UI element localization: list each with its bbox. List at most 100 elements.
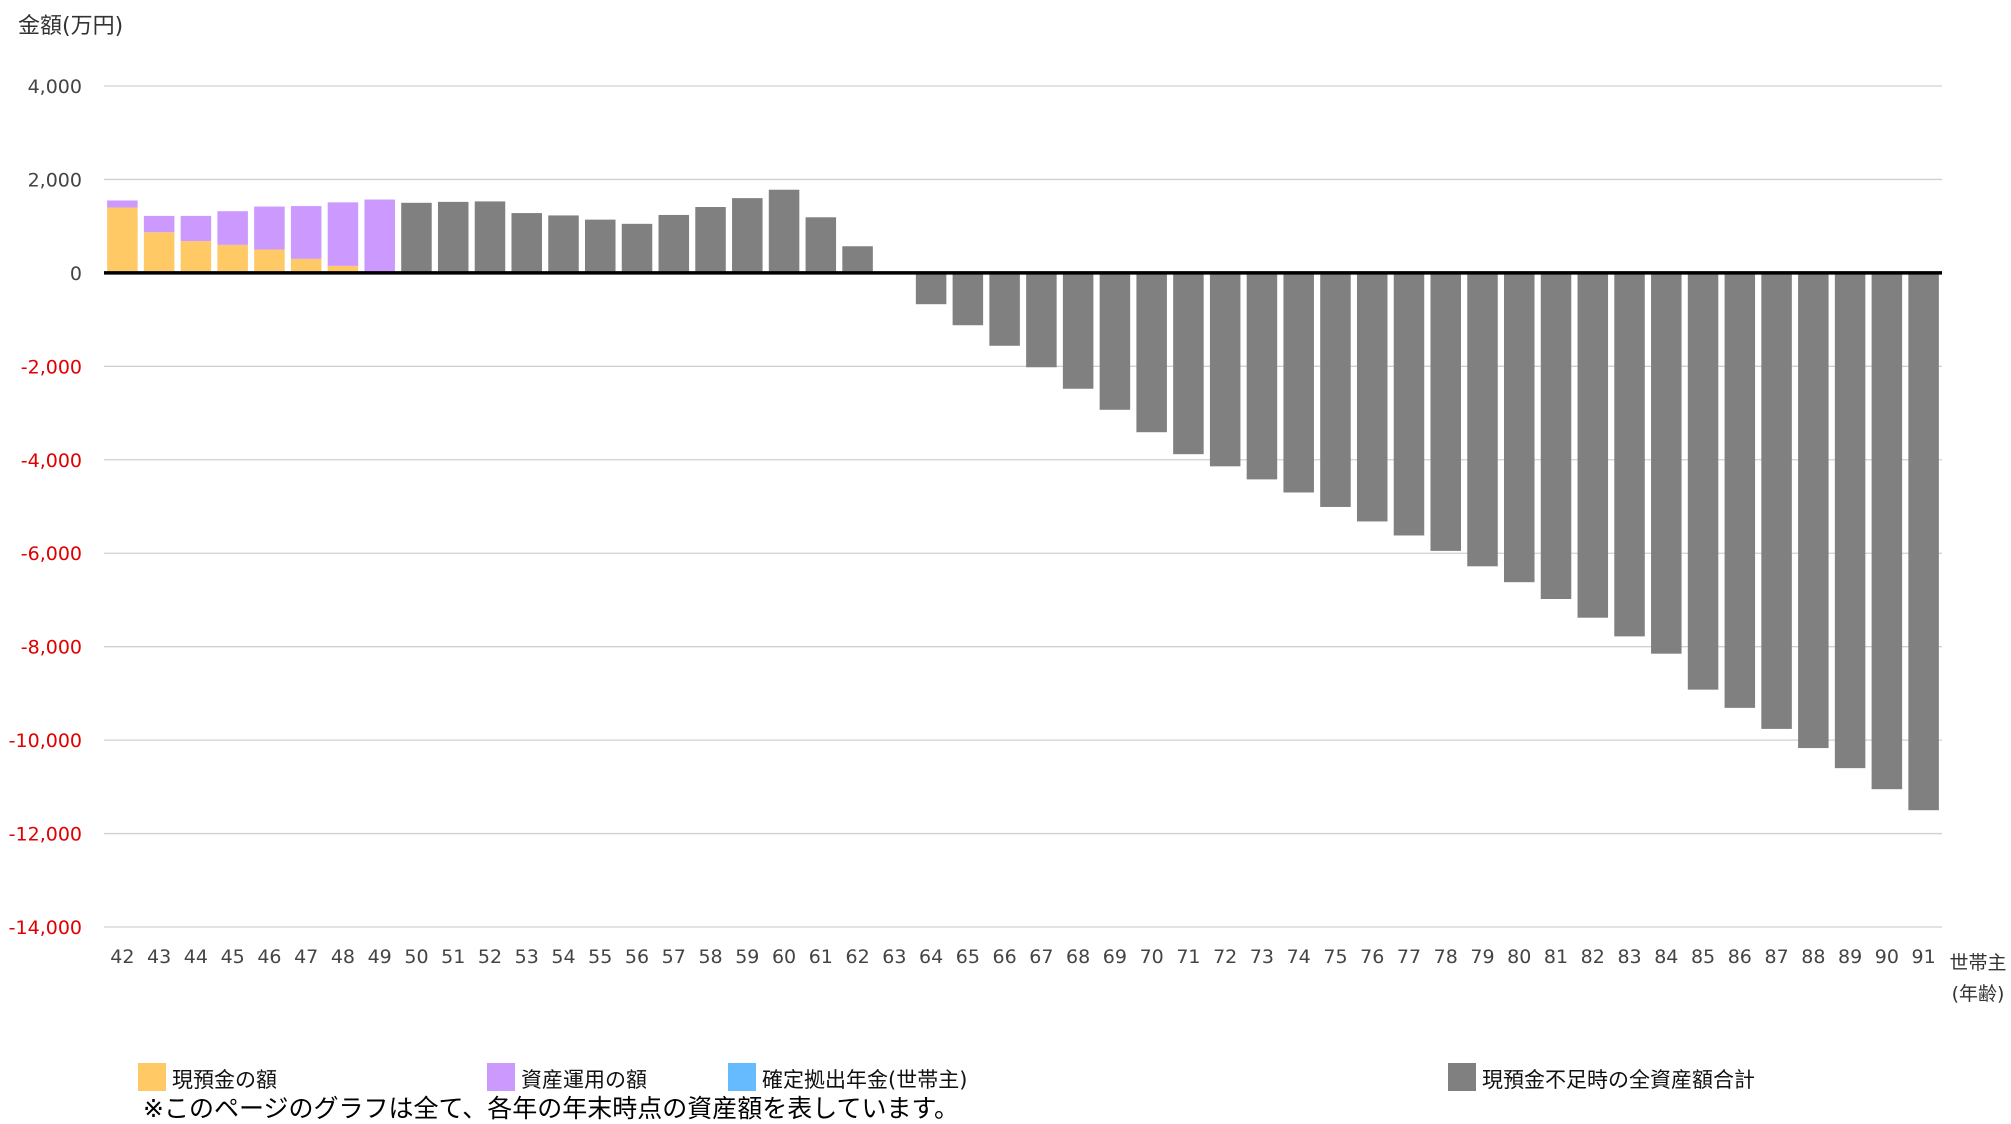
x-tick-label: 81 <box>1544 946 1568 968</box>
legend-swatch-2 <box>728 1063 756 1091</box>
bar-3-71 <box>1173 272 1204 455</box>
x-tick-label: 53 <box>515 946 539 968</box>
y-tick-label: 4,000 <box>28 76 82 98</box>
bar-3-68 <box>1062 272 1094 389</box>
x-tick-label: 80 <box>1507 946 1531 968</box>
x-tick-label: 75 <box>1323 946 1347 968</box>
y-tick-label: -10,000 <box>9 730 82 752</box>
bar-3-85 <box>1687 272 1719 690</box>
y-tick-label: 2,000 <box>28 169 82 191</box>
bar-0-47 <box>290 258 322 273</box>
x-tick-label: 45 <box>221 946 245 968</box>
x-tick-label: 78 <box>1434 946 1458 968</box>
bar-3-67 <box>1026 272 1057 368</box>
bar-3-87 <box>1761 272 1792 729</box>
x-axis-title-line1: 世帯主 <box>1949 952 2006 974</box>
x-tick-label: 63 <box>882 946 906 968</box>
x-tick-label: 74 <box>1287 946 1311 968</box>
x-tick-label: 44 <box>184 946 208 968</box>
bar-3-74 <box>1283 272 1314 493</box>
y-tick-label: -12,000 <box>9 824 82 846</box>
x-tick-label: 62 <box>845 946 869 968</box>
bar-0-45 <box>217 244 248 273</box>
bar-3-75 <box>1320 272 1351 507</box>
axes: 金額(万円) 4,000 2,000 0 -2,000 -4,000 -6,000 -8,00… <box>9 14 2007 1005</box>
bars <box>107 189 1939 811</box>
bar-1-42 <box>107 200 138 208</box>
bar-1-46 <box>254 206 285 250</box>
x-tick-label: 88 <box>1801 946 1825 968</box>
bar-3-72 <box>1209 272 1241 467</box>
bar-0-42 <box>107 207 138 273</box>
x-tick-label: 64 <box>919 946 943 968</box>
x-tick-label: 50 <box>404 946 428 968</box>
x-tick-label: 61 <box>809 946 833 968</box>
bar-0-44 <box>180 241 212 273</box>
x-tick-label: 43 <box>147 946 171 968</box>
x-tick-label: 58 <box>698 946 722 968</box>
x-tick-label: 79 <box>1470 946 1494 968</box>
legend-label-0: 現預金の額 <box>172 1068 277 1092</box>
x-tick-label: 91 <box>1912 946 1936 968</box>
legend-label-2: 確定拠出年金(世帯主) <box>762 1068 967 1092</box>
bar-3-53 <box>511 213 542 273</box>
bar-3-79 <box>1467 272 1498 567</box>
bar-3-86 <box>1724 272 1756 708</box>
x-axis-title-line2: (年齢) <box>1952 983 2005 1005</box>
bar-3-80 <box>1504 272 1535 583</box>
x-tick-label: 57 <box>662 946 686 968</box>
bar-3-78 <box>1430 272 1461 551</box>
x-tick-label: 68 <box>1066 946 1090 968</box>
x-tick-label: 71 <box>1176 946 1200 968</box>
x-tick-label: 65 <box>956 946 980 968</box>
x-tick-label: 90 <box>1875 946 1899 968</box>
x-tick-label: 47 <box>294 946 318 968</box>
x-tick-label: 51 <box>441 946 465 968</box>
x-tick-label: 89 <box>1838 946 1862 968</box>
x-tick-label: 42 <box>110 946 134 968</box>
bar-3-88 <box>1798 272 1829 749</box>
bar-3-69 <box>1099 272 1131 410</box>
x-tick-label: 70 <box>1140 946 1164 968</box>
bar-0-48 <box>327 265 359 273</box>
legend-label-3: 現預金不足時の全資産額合計 <box>1482 1068 1755 1092</box>
x-tick-label: 73 <box>1250 946 1274 968</box>
x-tick-label: 66 <box>993 946 1017 968</box>
x-tick-label: 54 <box>551 946 575 968</box>
x-tick-label: 77 <box>1397 946 1421 968</box>
bar-3-64 <box>915 272 947 305</box>
bar-1-48 <box>327 202 359 266</box>
bar-3-91 <box>1908 272 1939 811</box>
x-tick-label: 86 <box>1728 946 1752 968</box>
x-tick-label: 56 <box>625 946 649 968</box>
y-tick-label: -14,000 <box>9 917 82 939</box>
x-tick-label: 59 <box>735 946 759 968</box>
x-tick-label: 55 <box>588 946 612 968</box>
x-tick-label: 72 <box>1213 946 1237 968</box>
bar-3-59 <box>732 198 763 273</box>
bar-3-84 <box>1651 272 1682 654</box>
legend: 現預金の額 資産運用の額 確定拠出年金(世帯主) 現預金不足時の全資産額合計 ※このペー… <box>138 1063 1755 1123</box>
legend-label-1: 資産運用の額 <box>521 1068 647 1092</box>
bar-3-77 <box>1393 272 1425 536</box>
x-tick-label: 67 <box>1029 946 1053 968</box>
bar-1-43 <box>143 215 175 233</box>
y-tick-label: -6,000 <box>21 543 82 565</box>
bar-3-82 <box>1577 272 1609 618</box>
bar-3-65 <box>952 272 984 326</box>
bar-3-57 <box>658 214 690 273</box>
x-tick-label: 85 <box>1691 946 1715 968</box>
x-tick-label: 46 <box>257 946 281 968</box>
y-axis-title: 金額(万円) <box>18 14 123 39</box>
legend-swatch-0 <box>138 1063 166 1091</box>
bar-3-90 <box>1871 272 1903 790</box>
x-tick-label: 87 <box>1764 946 1788 968</box>
x-tick-label: 76 <box>1360 946 1384 968</box>
bar-0-46 <box>254 249 285 273</box>
legend-swatch-3 <box>1448 1063 1476 1091</box>
bar-3-89 <box>1834 272 1866 769</box>
grid-lines <box>104 85 1942 928</box>
bar-3-58 <box>695 207 726 273</box>
bar-1-49 <box>364 199 395 273</box>
